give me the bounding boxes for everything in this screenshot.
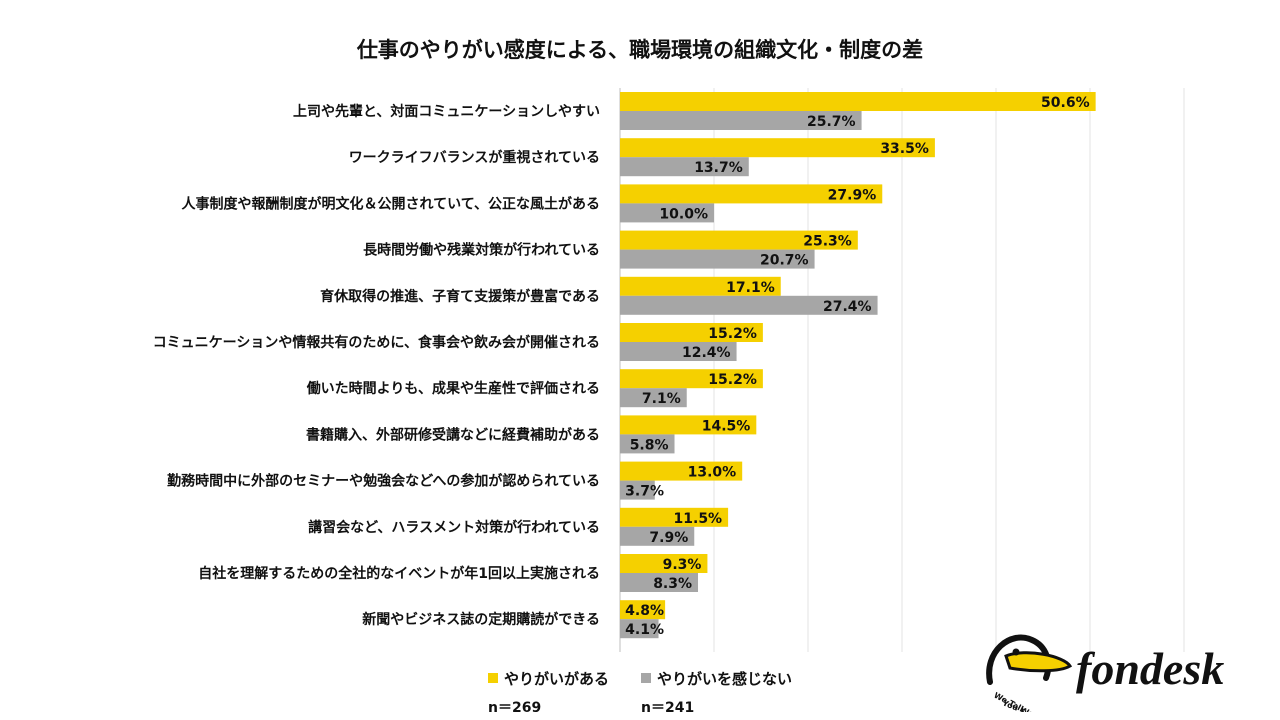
data-label-series-1: 14.5% [702, 418, 751, 434]
data-label-series-2: 8.3% [653, 576, 692, 592]
category-label: 講習会など、ハラスメント対策が行われている [308, 519, 600, 536]
bar-series-1 [620, 138, 935, 158]
fondesk-logo: We Talk, You Work. fondesk [986, 634, 1224, 712]
data-label-series-1: 15.2% [708, 372, 757, 388]
bar-series-1 [620, 507, 729, 527]
data-label-series-2: 25.7% [807, 114, 856, 130]
bar-series-1 [620, 276, 781, 296]
data-label-series-1: 33.5% [880, 141, 929, 157]
category-label: 自社を理解するための全社的なイベントが年1回以上実施される [198, 565, 600, 582]
data-label-series-2: 7.9% [649, 530, 688, 546]
bar-series-2 [620, 619, 659, 639]
bar-series-2 [620, 203, 714, 223]
bar-series-1 [620, 461, 743, 481]
labels: 上司や先輩と、対面コミュニケーションしやすい 50.6% 25.7% ワークライフバラ… [153, 95, 1090, 638]
data-label-series-2: 5.8% [630, 437, 669, 453]
bar-series-2 [620, 157, 749, 177]
legend-label-series-2: やりがいを感じない [657, 670, 793, 688]
data-label-series-2: 20.7% [760, 253, 809, 269]
data-label-series-1: 4.8% [625, 603, 664, 619]
bar-series-2 [620, 573, 699, 592]
legend-n-series-1: n＝269 [488, 700, 542, 716]
bars [620, 92, 1096, 639]
bar-series-1 [620, 323, 763, 342]
category-label: 書籍購入、外部研修受講などに経費補助がある [306, 426, 600, 443]
data-label-series-2: 7.1% [642, 391, 681, 407]
data-label-series-2: 12.4% [682, 345, 731, 361]
data-label-series-1: 50.6% [1041, 95, 1090, 111]
legend-swatch-gray [641, 673, 651, 683]
data-label-series-2: 3.7% [625, 484, 664, 500]
data-label-series-1: 9.3% [663, 557, 702, 573]
bar-series-2 [620, 111, 862, 130]
bar-series-2 [620, 480, 655, 500]
legend-item-series-2: やりがいを感じない n＝241 [641, 668, 792, 717]
bar-series-1 [620, 415, 757, 435]
data-label-series-2: 27.4% [823, 299, 872, 315]
bar-series-2 [620, 342, 737, 361]
bar-series-1 [620, 554, 708, 573]
category-label: 人事制度や報酬制度が明文化＆公開されていて、公正な風土がある [182, 195, 600, 212]
data-label-series-2: 4.1% [625, 622, 664, 638]
category-label: 育休取得の推進、子育て支援策が豊富である [320, 288, 600, 305]
category-label: 勤務時間中に外部のセミナーや勉強会などへの参加が認められている [167, 473, 600, 490]
legend-n-series-2: n＝241 [641, 700, 695, 716]
data-label-series-1: 17.1% [726, 280, 775, 296]
bar-series-2 [620, 434, 675, 454]
category-label: 新聞やビジネス誌の定期購読ができる [362, 611, 600, 628]
bar-series-1 [620, 92, 1096, 111]
chart-title: 仕事のやりがい感度による、職場環境の組織文化・制度の差 [356, 38, 924, 62]
category-label: 上司や先輩と、対面コミュニケーションしやすい [293, 103, 600, 120]
bar-series-1 [620, 600, 666, 620]
data-label-series-1: 15.2% [708, 326, 757, 342]
legend-label-series-1: やりがいがある [504, 670, 610, 688]
pelican-mascot-icon [986, 634, 1073, 685]
category-label: 働いた時間よりも、成果や生産性で評価される [306, 380, 600, 397]
data-label-series-1: 13.0% [688, 465, 737, 481]
bar-series-1 [620, 230, 858, 250]
data-label-series-2: 13.7% [694, 160, 743, 176]
bar-series-2 [620, 388, 687, 408]
logo-wordmark: fondesk [1076, 643, 1224, 694]
bar-series-1 [620, 184, 883, 204]
legend-item-series-1: やりがいがある n＝269 [488, 668, 609, 717]
data-label-series-1: 11.5% [674, 511, 723, 527]
legend-swatch-yellow [488, 673, 498, 683]
category-label: コミュニケーションや情報共有のために、食事会や飲み会が開催される [153, 334, 600, 351]
logo-tagline-2: You Work. [1000, 698, 1046, 712]
category-label: ワークライフバランスが重視されている [349, 149, 600, 166]
category-label: 長時間労働や残業対策が行われている [363, 242, 600, 259]
data-label-series-1: 27.9% [828, 187, 877, 203]
bar-series-1 [620, 369, 763, 389]
bar-series-2 [620, 295, 878, 315]
bar-series-2 [620, 249, 815, 269]
data-label-series-2: 10.0% [659, 206, 708, 222]
data-label-series-1: 25.3% [803, 234, 852, 250]
bar-series-2 [620, 526, 695, 546]
